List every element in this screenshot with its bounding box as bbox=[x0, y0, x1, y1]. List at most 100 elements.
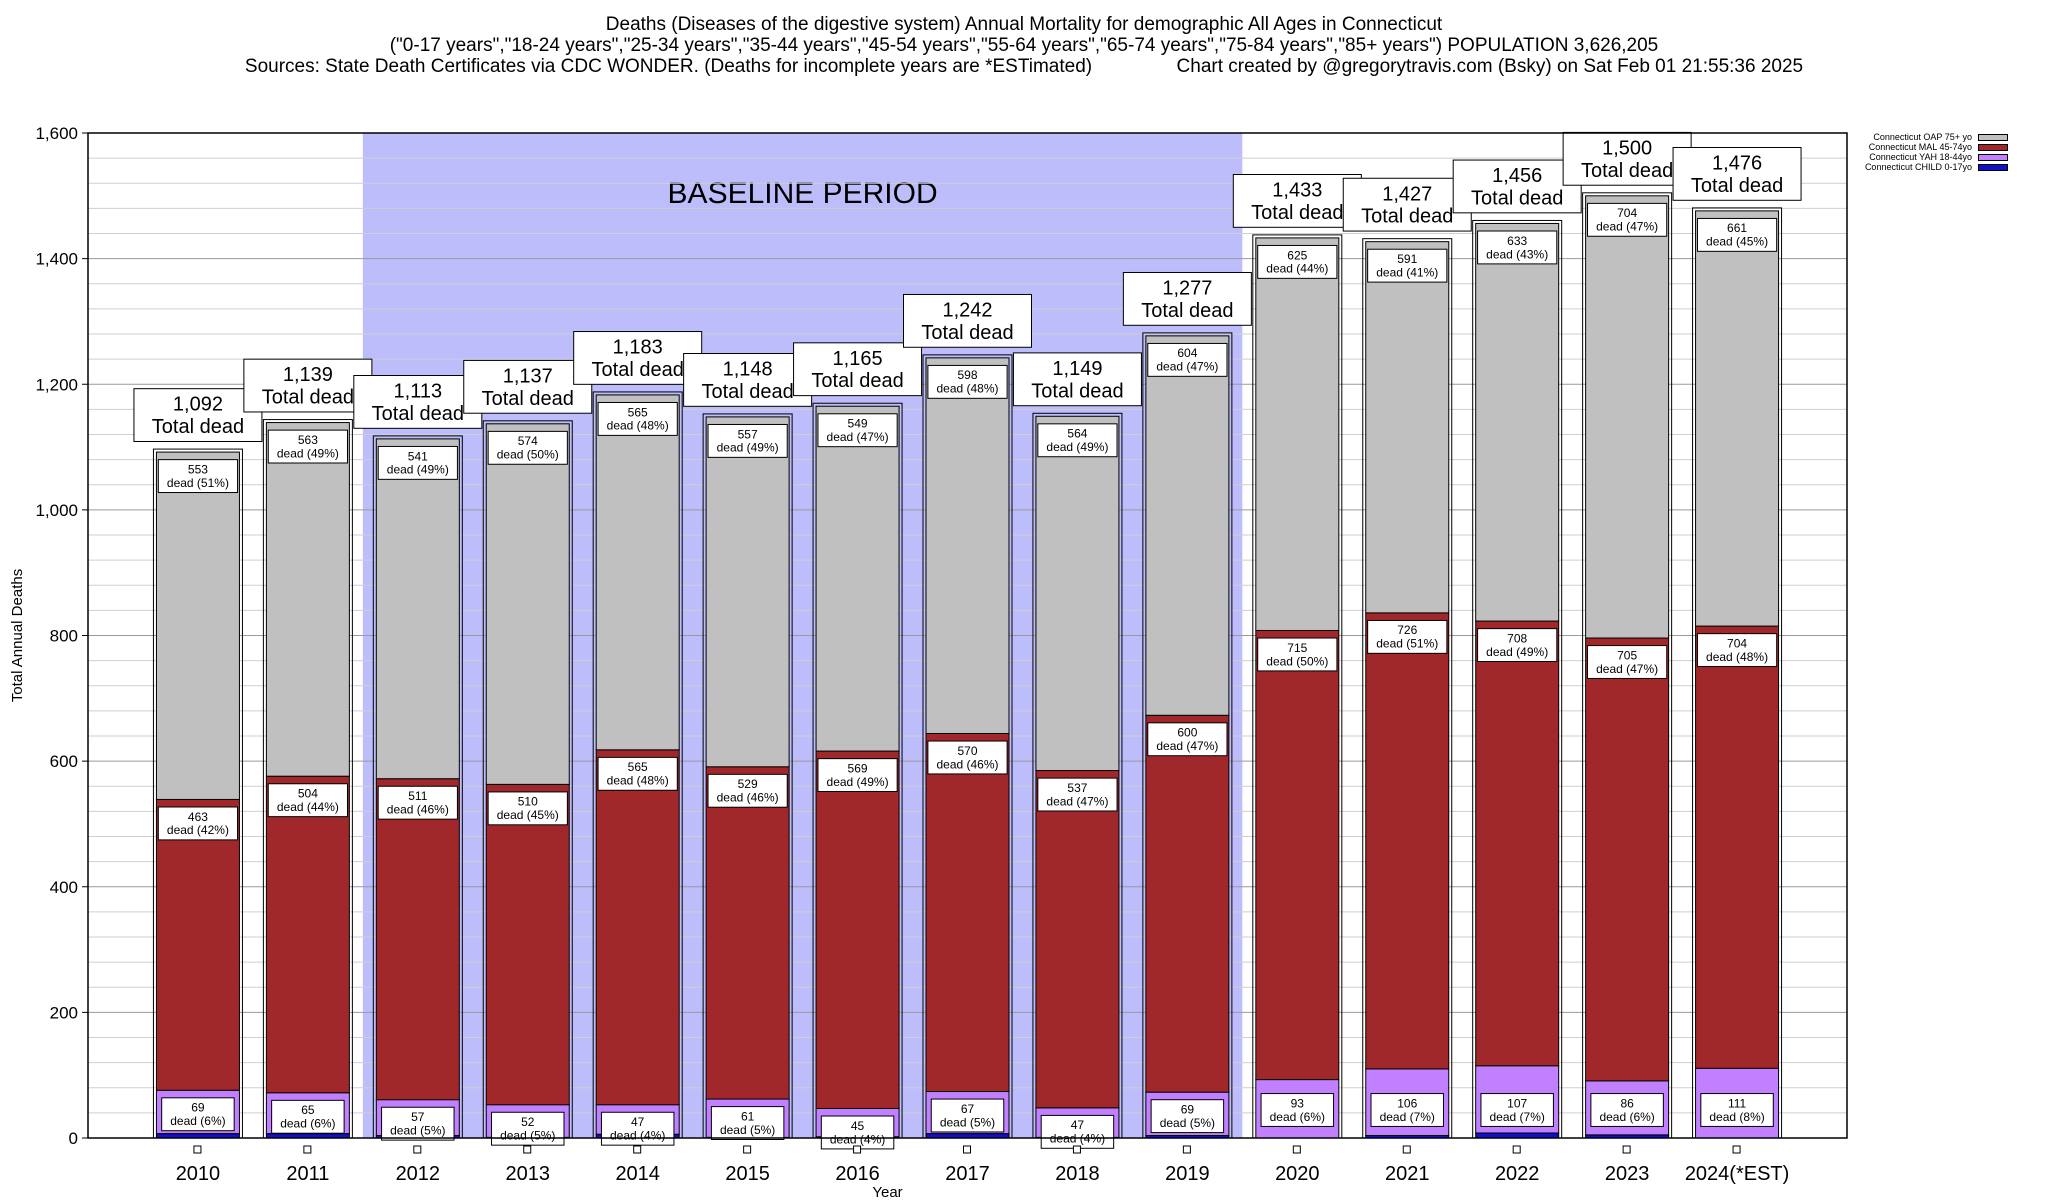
bar-segment bbox=[1035, 415, 1120, 772]
total-dead-label-box bbox=[1452, 159, 1582, 214]
total-dead-label-text: Total dead bbox=[592, 359, 684, 381]
bar-segment bbox=[1365, 241, 1450, 614]
segment-data-label-box bbox=[157, 459, 239, 494]
segment-data-label-text: dead (51%) bbox=[1376, 637, 1438, 651]
segment-data-label-text: dead (46%) bbox=[717, 791, 779, 805]
segment-data-label-text: dead (7%) bbox=[1490, 1110, 1545, 1124]
bar-segment bbox=[925, 732, 1010, 1093]
segment-data-label-text: dead (49%) bbox=[1046, 440, 1108, 454]
segment-data-label-text: 47 bbox=[1071, 1118, 1085, 1132]
segment-data-label-box bbox=[597, 401, 678, 436]
total-dead-label-text: Total dead bbox=[1251, 202, 1343, 224]
segment-data-label-box bbox=[1040, 1114, 1115, 1149]
segment-data-label-text: 52 bbox=[521, 1115, 535, 1129]
segment-data-label-box bbox=[267, 783, 348, 818]
total-dead-label-box bbox=[1672, 146, 1802, 201]
segment-data-label-box bbox=[820, 1115, 895, 1150]
legend-swatch-child bbox=[1978, 163, 2008, 171]
total-dead-label-box bbox=[793, 342, 923, 397]
segment-data-label-text: 726 bbox=[1397, 623, 1417, 637]
bar-segment bbox=[485, 783, 570, 1106]
bar-segment bbox=[1695, 625, 1780, 1069]
y-tick-label: 600 bbox=[50, 752, 78, 771]
x-tick-label: 2019 bbox=[1165, 1163, 1210, 1185]
x-marker bbox=[523, 1145, 532, 1154]
bar-segment bbox=[1585, 637, 1670, 1082]
segment-data-label-text: 570 bbox=[957, 744, 977, 758]
segment-data-label-box bbox=[1477, 628, 1558, 662]
total-dead-label-text: 1,092 bbox=[173, 394, 223, 416]
segment-data-label-text: dead (5%) bbox=[940, 1115, 995, 1129]
segment-data-label-text: dead (45%) bbox=[1706, 235, 1768, 249]
x-marker bbox=[1512, 1145, 1521, 1154]
segment-data-label-text: dead (5%) bbox=[500, 1129, 555, 1143]
total-dead-label-text: 1,427 bbox=[1382, 183, 1432, 205]
bar-segment bbox=[1695, 210, 1780, 627]
total-dead-label-text: 1,165 bbox=[833, 348, 883, 370]
total-dead-label-text: 1,500 bbox=[1602, 137, 1652, 159]
total-dead-label-text: 1,476 bbox=[1712, 152, 1762, 174]
segment-data-label-box bbox=[1587, 645, 1668, 679]
x-tick-label: 2016 bbox=[835, 1163, 880, 1185]
x-tick-label: 2017 bbox=[945, 1163, 990, 1185]
legend-label-oap: Connecticut OAP 75+ yo bbox=[1873, 132, 1972, 142]
x-tick-label: 2021 bbox=[1385, 1163, 1430, 1185]
segment-data-label-text: dead (48%) bbox=[1706, 650, 1768, 664]
bar-segment bbox=[155, 798, 240, 1091]
x-marker bbox=[1732, 1145, 1741, 1154]
total-dead-label-text: Total dead bbox=[1141, 300, 1233, 322]
segment-data-label-text: dead (41%) bbox=[1376, 265, 1438, 279]
segment-data-label-text: dead (50%) bbox=[497, 448, 559, 462]
bar-segment bbox=[265, 775, 350, 1094]
total-dead-label-text: Total dead bbox=[262, 387, 354, 409]
x-tick-label: 2012 bbox=[396, 1163, 441, 1185]
y-tick-label: 1,200 bbox=[35, 375, 78, 394]
segment-data-label-box bbox=[487, 430, 568, 465]
segment-data-label-text: 510 bbox=[518, 795, 538, 809]
legend-swatch-mal bbox=[1978, 143, 2008, 151]
segment-data-label-text: dead (48%) bbox=[607, 419, 669, 433]
segment-data-label-text: dead (47%) bbox=[827, 430, 889, 444]
x-tick-label: 2024(*EST) bbox=[1685, 1163, 1790, 1185]
total-dead-label-box bbox=[463, 359, 593, 414]
segment-data-label-text: 565 bbox=[628, 405, 648, 419]
chart-subtitle-sources: Sources: State Death Certificates via CD… bbox=[244, 56, 1804, 77]
segment-data-label-box bbox=[817, 413, 898, 448]
x-marker bbox=[413, 1145, 422, 1154]
segment-data-label-text: dead (5%) bbox=[720, 1123, 775, 1137]
segment-data-label-text: dead (49%) bbox=[827, 775, 889, 789]
segment-data-label-text: 557 bbox=[738, 427, 758, 441]
legend-item-child: Connecticut CHILD 0-17yo bbox=[1865, 162, 2008, 172]
bar-segment bbox=[1255, 629, 1340, 1081]
segment-data-label-box bbox=[1257, 637, 1338, 672]
segment-data-label-text: 600 bbox=[1177, 726, 1197, 740]
total-dead-label-box bbox=[133, 388, 263, 442]
segment-data-label-text: dead (45%) bbox=[497, 808, 559, 822]
segment-data-label-box bbox=[1696, 217, 1778, 252]
segment-data-label-text: 553 bbox=[188, 462, 208, 476]
segment-data-label-box bbox=[710, 1106, 785, 1140]
bar-segment bbox=[1035, 770, 1120, 1109]
y-tick-label: 1,400 bbox=[35, 250, 78, 269]
bar-segment bbox=[705, 416, 790, 768]
legend-label-mal: Connecticut MAL 45-74yo bbox=[1868, 142, 1972, 152]
segment-data-label-text: dead (6%) bbox=[1270, 1110, 1325, 1124]
bar-segment bbox=[925, 357, 1010, 734]
total-dead-label-text: Total dead bbox=[811, 370, 903, 392]
segment-data-label-box bbox=[707, 773, 788, 808]
segment-data-label-text: dead (44%) bbox=[277, 800, 339, 814]
